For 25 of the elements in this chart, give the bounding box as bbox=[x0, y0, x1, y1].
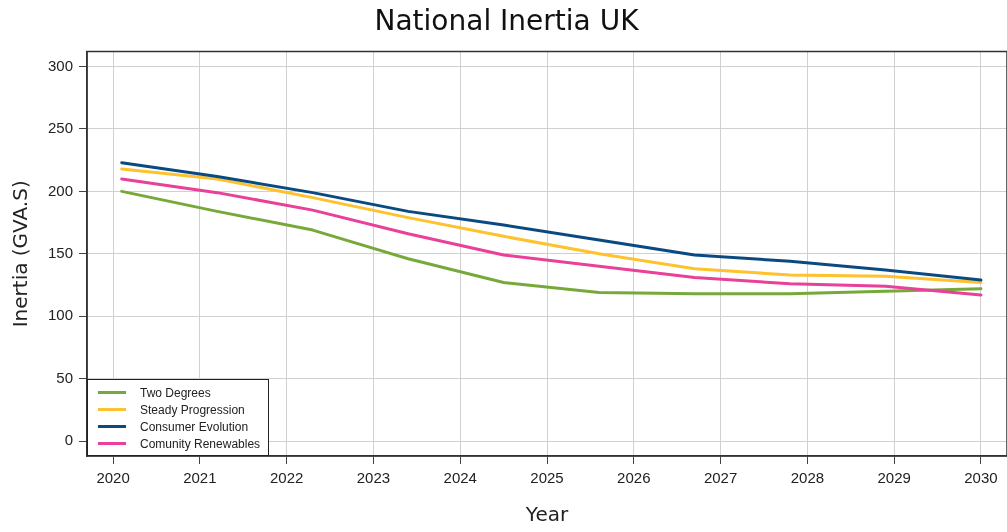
x-tick-label: 2022 bbox=[269, 469, 304, 487]
legend-label: Two Degrees bbox=[140, 385, 211, 400]
x-tick-label: 2028 bbox=[790, 469, 825, 487]
y-tick-label: 250 bbox=[48, 119, 74, 137]
x-tick-label: 2027 bbox=[703, 469, 738, 487]
x-tick-label: 2025 bbox=[530, 469, 564, 487]
x-tick-label: 2026 bbox=[617, 469, 651, 487]
x-tick-label: 2024 bbox=[443, 469, 477, 487]
y-axis-title: Inertia (GVA.S) bbox=[8, 180, 33, 328]
x-tick-label: 2021 bbox=[183, 469, 217, 487]
x-tick-label: 2020 bbox=[96, 469, 130, 487]
legend-label: Consumer Evolution bbox=[140, 419, 249, 434]
y-tick-label: 300 bbox=[48, 56, 74, 74]
x-tick-label: 2029 bbox=[877, 469, 911, 487]
x-tick-label: 2023 bbox=[356, 469, 391, 487]
chart-title: National Inertia UK bbox=[374, 4, 640, 38]
y-tick-label: 200 bbox=[48, 181, 74, 199]
x-axis-title: Year bbox=[524, 502, 569, 527]
y-tick-label: 50 bbox=[56, 368, 74, 386]
legend-label: Steady Progression bbox=[140, 402, 245, 417]
x-tick-label: 2030 bbox=[964, 469, 998, 487]
legend-label: Comunity Renewables bbox=[140, 436, 261, 451]
y-tick-label: 150 bbox=[48, 243, 74, 261]
y-tick-label: 0 bbox=[64, 431, 74, 449]
y-tick-label: 100 bbox=[48, 306, 74, 324]
